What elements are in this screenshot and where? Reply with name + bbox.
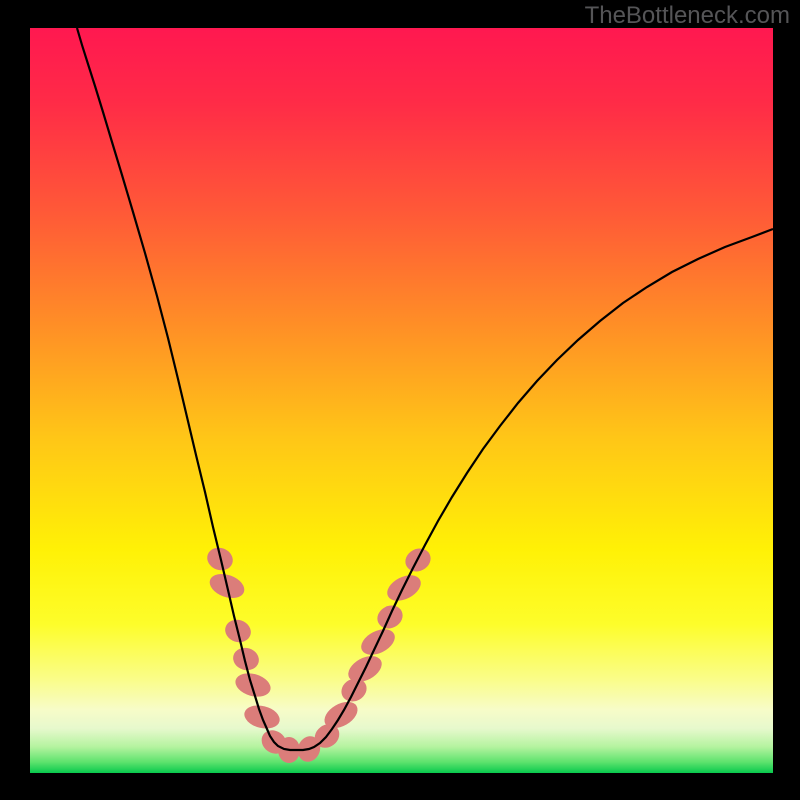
chart-stage: TheBottleneck.com (0, 0, 800, 800)
watermark-text: TheBottleneck.com (585, 2, 790, 30)
chart-svg (0, 0, 800, 800)
plot-background (30, 28, 773, 773)
